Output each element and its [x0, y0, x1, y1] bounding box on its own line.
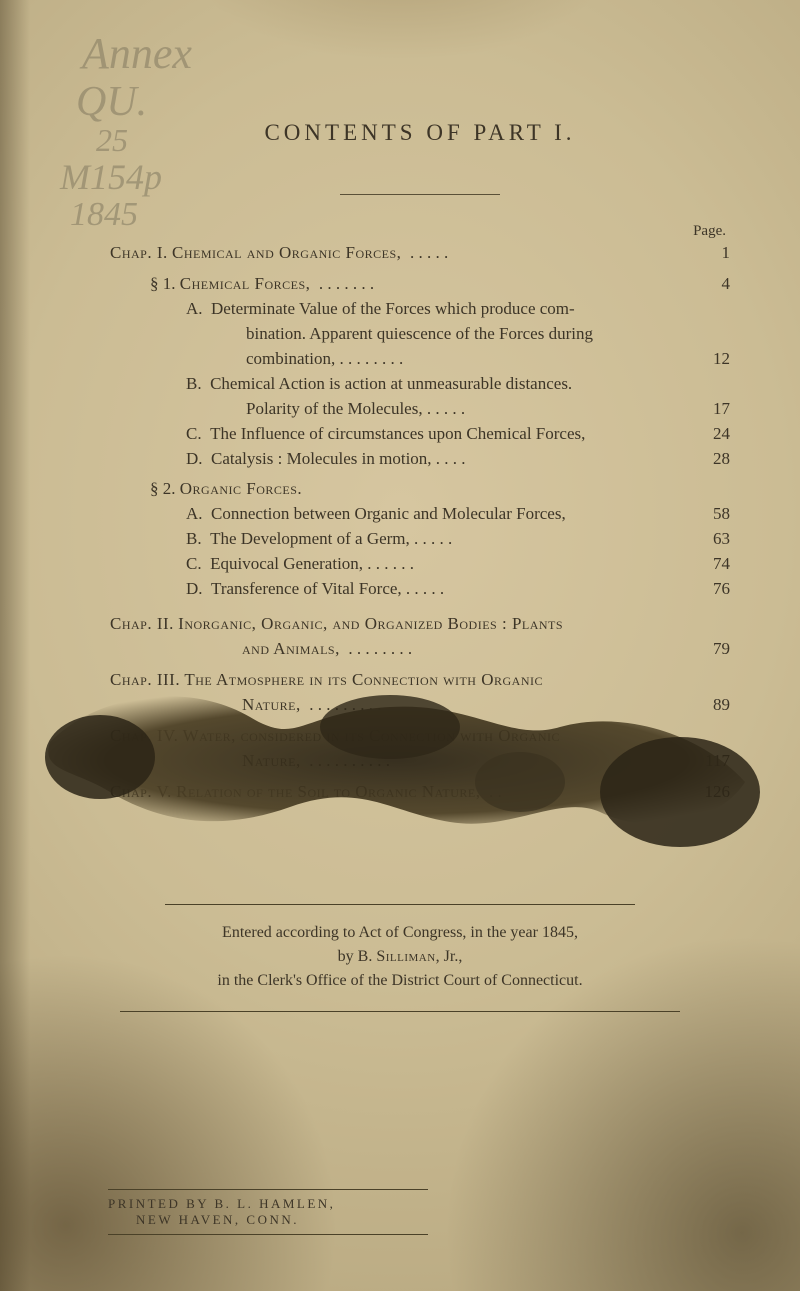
toc-chap-4: Chap. IV. Water, considered in its Conne…: [110, 725, 730, 748]
copyright-rule-top: [165, 904, 635, 905]
copyright-rule-bottom: [120, 1011, 680, 1012]
copyright-line-3: in the Clerk's Office of the District Co…: [0, 969, 800, 993]
toc-chap-3: Chap. III. The Atmosphere in its Connect…: [110, 669, 730, 692]
toc-chap-5: Chap. V. Relation of the Soil to Organic…: [110, 781, 730, 804]
toc-chap-1: Chap. I. Chemical and Organic Forces, . …: [110, 242, 730, 265]
toc-s2-c: C. Equivocal Generation, . . . . . . 74: [110, 553, 730, 576]
toc-section-2: § 2. Organic Forces.: [110, 478, 730, 501]
contents-title: CONTENTS OF PART I.: [110, 120, 730, 146]
toc-chap-3-cont: Nature, . . . . . . . . . 89: [110, 694, 730, 717]
toc-section-1: § 1. Chemical Forces, . . . . . . . 4: [110, 273, 730, 296]
footer-rule-top: [108, 1189, 428, 1190]
toc-s1-a: A. Determinate Value of the Forces which…: [110, 298, 730, 321]
printer-footer: PRINTED BY B. L. HAMLEN, NEW HAVEN, CONN…: [108, 1189, 428, 1235]
copyright-block: Entered according to Act of Congress, in…: [0, 904, 800, 1012]
toc-s1-b: B. Chemical Action is action at unmeasur…: [110, 373, 730, 396]
footer-line-2: NEW HAVEN, CONN.: [108, 1212, 428, 1228]
title-rule: [340, 194, 500, 195]
footer-line-1: PRINTED BY B. L. HAMLEN,: [108, 1196, 428, 1212]
toc-s1-a-cont1: bination. Apparent quiescence of the For…: [110, 323, 730, 346]
footer-rule-bottom: [108, 1234, 428, 1235]
page-content: CONTENTS OF PART I. Page. Chap. I. Chemi…: [0, 0, 800, 846]
toc-s2-d: D. Transference of Vital Force, . . . . …: [110, 578, 730, 601]
toc-chap-2-cont: and Animals, . . . . . . . . 79: [110, 638, 730, 661]
toc-chap-4-cont: Nature, . . . . . . . . . . 117: [110, 750, 730, 773]
toc-s2-a: A. Connection between Organic and Molecu…: [110, 503, 730, 526]
toc-s1-c: C. The Influence of circumstances upon C…: [110, 423, 730, 446]
toc-s1-b-cont: Polarity of the Molecules, . . . . .17: [110, 398, 730, 421]
page-column-label: Page.: [110, 223, 730, 240]
toc-chap-2: Chap. II. Inorganic, Organic, and Organi…: [110, 613, 730, 636]
copyright-line-1: Entered according to Act of Congress, in…: [0, 921, 800, 945]
toc-s2-b: B. The Development of a Germ, . . . . . …: [110, 528, 730, 551]
copyright-line-2: by B. Silliman, Jr.,: [0, 945, 800, 969]
toc-s1-a-cont2: combination, . . . . . . . .12: [110, 348, 730, 371]
toc-s1-d: D. Catalysis : Molecules in motion, . . …: [110, 448, 730, 471]
